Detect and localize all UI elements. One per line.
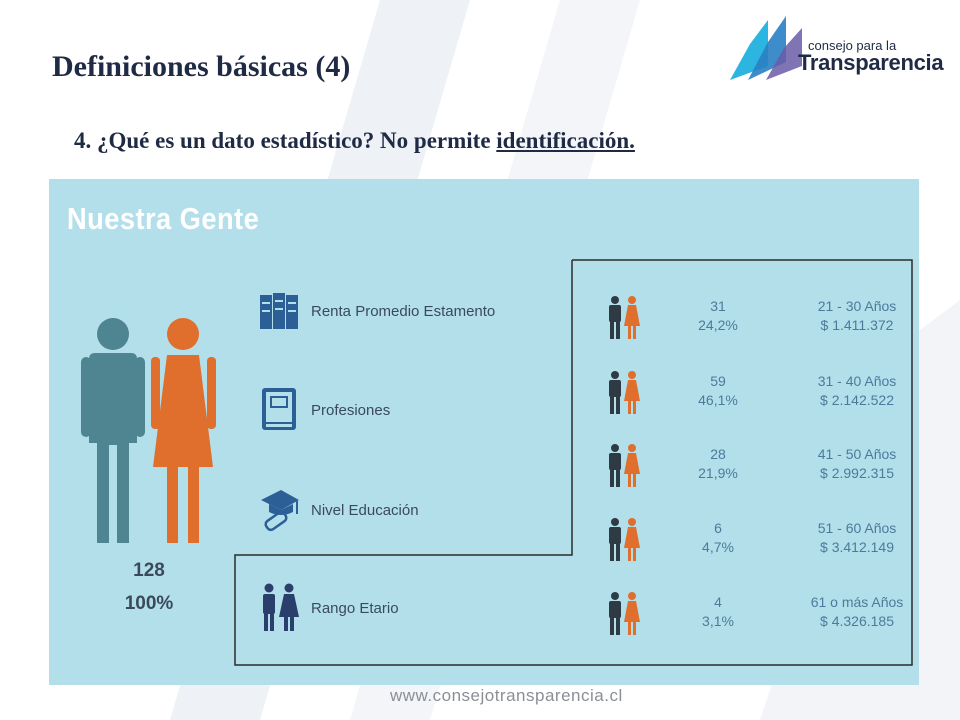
row-age-range: 61 o más Años <box>810 594 904 610</box>
row-income: $ 2.142.522 <box>820 392 894 408</box>
couple-icon <box>609 444 640 487</box>
row-percent: 21,9% <box>698 465 738 481</box>
row-age-range: 31 - 40 Años <box>817 373 897 389</box>
row-age-range: 41 - 50 Años <box>817 446 897 462</box>
category-label: Rango Etario <box>311 599 399 617</box>
logo-small-text: consejo para la <box>808 38 897 53</box>
row-income: $ 2.992.315 <box>820 465 894 481</box>
row-count: 6 <box>714 520 722 536</box>
row-income: $ 3.412.149 <box>820 539 894 555</box>
book-icon <box>257 386 301 434</box>
row-age-range: 21 - 30 Años <box>817 298 897 314</box>
category-rango-etario: Rango Etario <box>257 583 399 633</box>
category-profesiones: Profesiones <box>257 385 390 435</box>
table-outline <box>234 259 913 666</box>
row-percent: 4,7% <box>702 539 734 555</box>
consejo-transparencia-logo: consejo para la Transparencia <box>728 14 944 86</box>
question-underlined-word: identificación. <box>496 128 635 153</box>
couple-icon <box>609 592 640 635</box>
category-label: Renta Promedio Estamento <box>311 302 496 320</box>
couple-icon <box>609 371 640 414</box>
logo-mark-icon <box>730 16 802 80</box>
couple-icon <box>609 518 640 561</box>
slide-title: Definiciones básicas (4) <box>52 50 351 83</box>
people-pair-icon <box>257 583 301 632</box>
infographic-title: Nuestra Gente <box>67 201 260 236</box>
category-label: Profesiones <box>311 401 391 419</box>
logo-big-text: Transparencia <box>798 50 944 75</box>
row-age-range: 51 - 60 Años <box>817 520 897 536</box>
row-percent: 46,1% <box>698 392 738 408</box>
age-row: 31 24,2% 21 - 30 Años $ 1.411.372 <box>602 296 922 342</box>
couple-icon <box>609 296 640 339</box>
row-income: $ 1.411.372 <box>820 317 894 333</box>
graduation-cap-icon <box>257 486 301 534</box>
total-count: 128 <box>133 560 165 581</box>
row-percent: 24,2% <box>698 317 738 333</box>
question-subtitle: 4. ¿Qué es un dato estadístico? No permi… <box>74 128 635 154</box>
money-stack-icon <box>257 287 301 335</box>
row-count: 28 <box>710 446 726 462</box>
row-income: $ 4.326.185 <box>820 613 894 629</box>
row-count: 59 <box>710 373 726 389</box>
footer-website-link[interactable]: www.consejotransparencia.cl <box>390 686 623 705</box>
age-row: 6 4,7% 51 - 60 Años $ 3.412.149 <box>602 518 922 564</box>
infographic-nuestra-gente: Nuestra Gente 128 100% <box>49 179 919 685</box>
total-percent: 100% <box>124 593 174 614</box>
category-renta-promedio: Renta Promedio Estamento <box>257 286 495 336</box>
age-row: 4 3,1% 61 o más Años $ 4.326.185 <box>602 592 922 638</box>
age-row: 28 21,9% 41 - 50 Años $ 2.992.315 <box>602 444 922 490</box>
question-text: 4. ¿Qué es un dato estadístico? No permi… <box>74 128 497 153</box>
age-row: 59 46,1% 31 - 40 Años $ 2.142.522 <box>602 371 922 417</box>
row-percent: 3,1% <box>702 613 734 629</box>
row-count: 4 <box>714 594 722 610</box>
category-nivel-educacion: Nivel Educación <box>257 485 419 535</box>
male-figure-icon <box>81 318 145 543</box>
row-count: 31 <box>710 298 726 314</box>
category-label: Nivel Educación <box>311 501 419 519</box>
female-figure-icon <box>151 318 216 543</box>
